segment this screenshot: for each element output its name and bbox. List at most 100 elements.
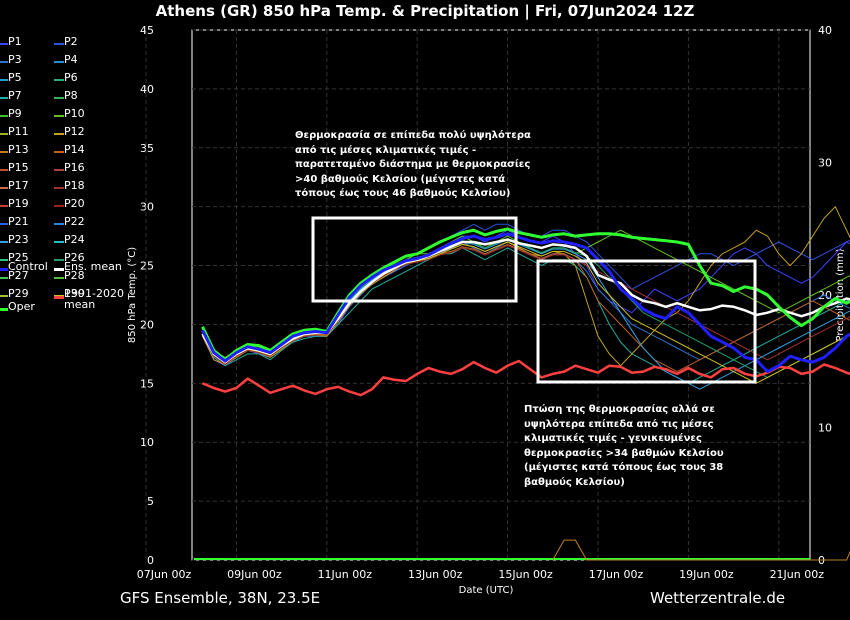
legend-label: P15 [8,161,29,174]
legend-label: P11 [8,125,29,138]
legend-label: P22 [64,215,85,228]
x-tick-label: 09Jun 00z [227,568,282,581]
y-tick-label: 40 [140,83,154,96]
legend-swatch [54,151,64,153]
x-tick-label: 19Jun 00z [679,568,734,581]
legend-swatch [54,169,64,171]
legend-swatch [0,115,8,117]
legend-label: Ens. mean [64,260,122,273]
legend-label: P27 [8,269,29,282]
series-1991-2020-mean [202,359,850,397]
chart-title: Athens (GR) 850 hPa Temp. & Precipitatio… [155,2,695,20]
legend-swatch [54,223,64,225]
legend-label: P18 [64,179,85,192]
legend-label: P10 [64,107,85,120]
series-control [201,232,850,374]
x-tick-label: 11Jun 00z [318,568,373,581]
legend-swatch [54,296,64,299]
y-tick-label: 15 [140,377,154,390]
highlight-box-lower [536,259,757,384]
legend-swatch [0,79,8,81]
legend-label: Control [8,260,48,273]
series-p14 [202,243,850,373]
legend-swatch [54,277,64,279]
x-tick-label: 21Jun 00z [770,568,825,581]
legend-label: Oper [8,300,35,313]
legend-swatch [54,79,64,81]
legend-label: P14 [64,143,85,156]
legend-swatch [54,205,64,207]
legend-swatch [54,61,64,63]
y-tick-label: 45 [140,24,154,37]
legend-swatch [54,187,64,189]
legend-label: P6 [64,71,78,84]
legend-label: P16 [64,161,85,174]
x-tick-label: 17Jun 00z [589,568,644,581]
x-axis-label: Date (UTC) [459,585,514,596]
x-tick-label: 07Jun 00z [137,568,192,581]
legend-swatch [0,43,8,45]
legend-swatch [0,205,8,207]
legend-swatch [0,241,8,243]
legend-swatch [0,169,8,171]
y-tick-label: 30 [140,201,154,214]
legend-label: P30 [64,287,85,300]
legend-label: P3 [8,53,22,66]
legend-swatch [0,61,8,63]
legend-label: P17 [8,179,29,192]
legend-swatch [0,259,8,261]
y-tick-label: 10 [140,436,154,449]
legend-label: P12 [64,125,85,138]
y2-tick-label: 10 [818,422,832,435]
legend-swatch [0,268,8,271]
legend-label: P5 [8,71,22,84]
footer-site: Wetterzentrale.de [650,589,786,607]
y-tick-label: 5 [147,495,154,508]
annotation-lower: Πτώση της θερμοκρασίας αλλά σε υψηλότερα… [524,404,724,488]
series-p7 [202,247,850,384]
y-tick-label: 20 [140,318,154,331]
legend-swatch [54,268,64,271]
series-p18 [202,245,850,365]
highlight-box-upper [311,216,518,303]
legend-label: P19 [8,197,29,210]
legend-swatch [54,259,64,261]
legend-label: P1 [8,35,22,48]
legend-label: P21 [8,215,29,228]
legend-label: P8 [64,89,78,102]
x-tick-label: 13Jun 00z [408,568,463,581]
legend-swatch [0,277,8,279]
legend-swatch [54,133,64,135]
legend-label: P26 [64,251,85,264]
legend-label: P28 [64,269,85,282]
y2-axis-label: Precipitation (mm) [835,248,846,341]
y-axis-label: 850 hPa Temp. (°C) [127,247,138,343]
legend-label: P7 [8,89,22,102]
legend-label: 1991-2020 mean [64,287,124,311]
y-tick-label: 35 [140,142,154,155]
series-p12 [202,206,850,367]
legend-swatch [54,115,64,117]
legend-label: P24 [64,233,85,246]
y-tick-label: 0 [147,554,154,567]
annotation-upper: Θερμοκρασία σε επίπεδα πολύ υψηλότερα απ… [295,130,531,199]
legend-label: P25 [8,251,29,264]
legend-label: P13 [8,143,29,156]
footer-source: GFS Ensemble, 38N, 23.5E [120,589,321,607]
x-tick-label: 15Jun 00z [498,568,553,581]
y-tick-label: 25 [140,260,154,273]
legend-label: P4 [64,53,78,66]
y2-tick-label: 30 [818,157,832,170]
precip-series [552,539,850,561]
legend-label: P23 [8,233,29,246]
legend-label: P2 [64,35,78,48]
y2-tick-label: 40 [818,24,832,37]
legend-swatch [0,308,8,311]
legend-swatch [0,295,8,297]
legend-label: P9 [8,107,22,120]
legend-swatch [54,241,64,243]
legend-swatch [0,223,8,225]
series-p1 [202,229,850,367]
legend-swatch [54,97,64,99]
